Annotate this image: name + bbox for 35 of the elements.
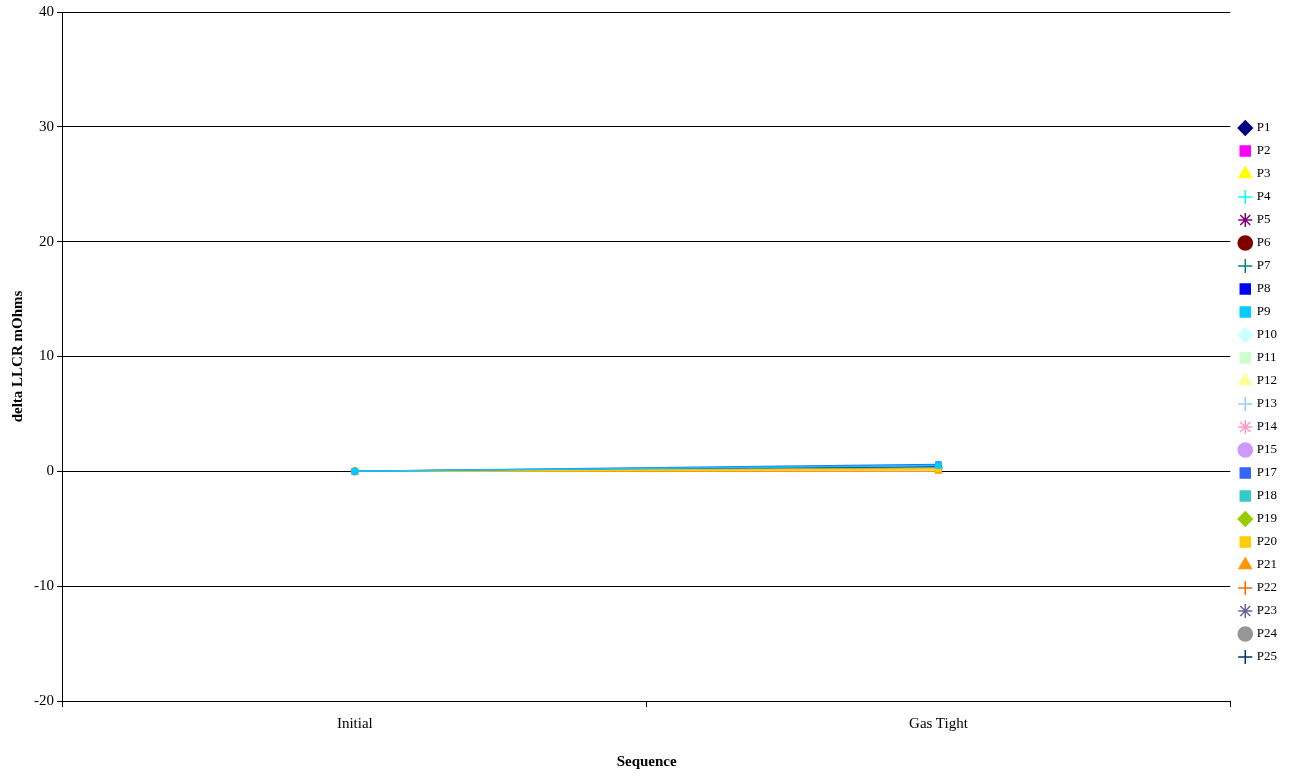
legend-label: P19 <box>1256 510 1277 526</box>
legend-label: P4 <box>1256 188 1271 204</box>
legend-label: P14 <box>1256 418 1278 434</box>
legend-label: P22 <box>1256 579 1277 595</box>
legend-label: P11 <box>1256 349 1277 365</box>
legend-label: P8 <box>1256 280 1271 296</box>
y-tick-label: 10 <box>39 347 54 364</box>
legend-label: P13 <box>1256 395 1277 411</box>
y-tick-label: 0 <box>46 462 54 479</box>
legend-label: P6 <box>1256 234 1271 250</box>
x-tick-label: Initial <box>336 714 373 731</box>
legend-label: P21 <box>1256 556 1277 572</box>
legend-label: P15 <box>1256 441 1277 457</box>
legend-label: P3 <box>1256 165 1271 181</box>
legend-label: P18 <box>1256 487 1277 503</box>
x-tick-label: Gas Tight <box>909 714 969 731</box>
y-tick-label: -10 <box>34 577 54 594</box>
legend-label: P7 <box>1256 257 1271 273</box>
legend-label: P23 <box>1256 602 1277 618</box>
legend-label: P9 <box>1256 303 1271 319</box>
x-axis-title: Sequence <box>616 752 677 769</box>
legend-label: P20 <box>1256 533 1277 549</box>
legend-label: P10 <box>1256 326 1277 342</box>
legend-label: P5 <box>1256 211 1271 227</box>
y-tick-label: -20 <box>34 691 54 708</box>
y-axis-title: delta LLCR mOhms <box>8 290 25 423</box>
legend-label: P17 <box>1256 464 1278 480</box>
legend-label: P12 <box>1256 372 1277 388</box>
y-tick-label: 30 <box>39 117 54 134</box>
y-tick-label: 40 <box>39 2 54 19</box>
legend-label: P25 <box>1256 648 1277 664</box>
y-tick-label: 20 <box>39 232 54 249</box>
legend-label: P2 <box>1256 142 1271 158</box>
legend-label: P1 <box>1256 119 1271 135</box>
legend-label: P24 <box>1256 625 1278 641</box>
